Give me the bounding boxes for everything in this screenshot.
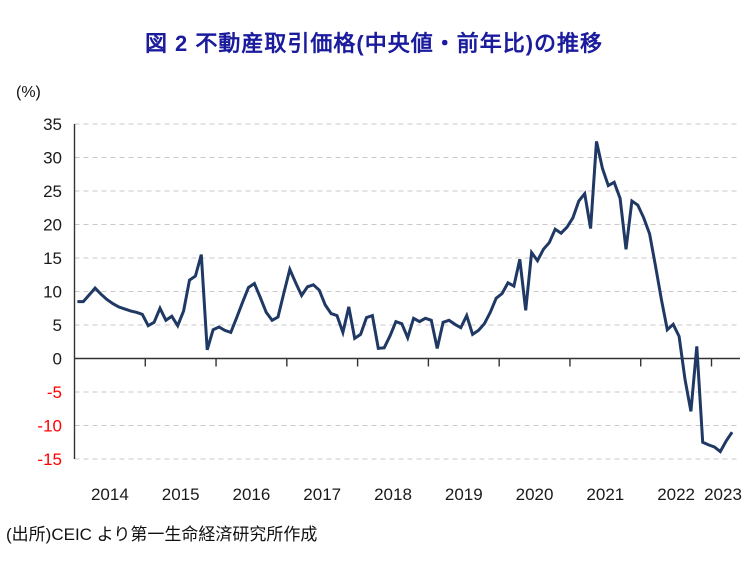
y-tick-label: 35 [43, 115, 62, 134]
y-tick-label: 0 [53, 350, 62, 369]
y-tick-label: -10 [37, 417, 62, 436]
x-tick-label: 2023 [704, 485, 742, 504]
y-tick-label: 15 [43, 249, 62, 268]
y-axis-unit-label: (%) [16, 84, 41, 101]
x-tick-label: 2022 [657, 485, 695, 504]
y-tick-label: -15 [37, 450, 62, 469]
y-tick-label: 20 [43, 216, 62, 235]
series-line [77, 141, 734, 454]
y-tick-label: 10 [43, 283, 62, 302]
x-tick-label: 2016 [233, 485, 271, 504]
x-tick-label: 2019 [445, 485, 483, 504]
x-tick-label: 2014 [91, 485, 129, 504]
y-tick-label: -5 [47, 383, 62, 402]
y-tick-label: 5 [53, 316, 62, 335]
source-note: (出所)CEIC より第一生命経済研究所作成 [6, 525, 318, 544]
x-tick-label: 2015 [162, 485, 200, 504]
x-tick-label: 2021 [586, 485, 624, 504]
x-tick-label: 2017 [303, 485, 341, 504]
y-tick-label: 25 [43, 182, 62, 201]
chart-title: 図 2 不動産取引価格(中央値・前年比)の推移 [144, 31, 604, 56]
x-tick-label: 2020 [516, 485, 554, 504]
y-tick-label: 30 [43, 149, 62, 168]
x-tick-label: 2018 [374, 485, 412, 504]
